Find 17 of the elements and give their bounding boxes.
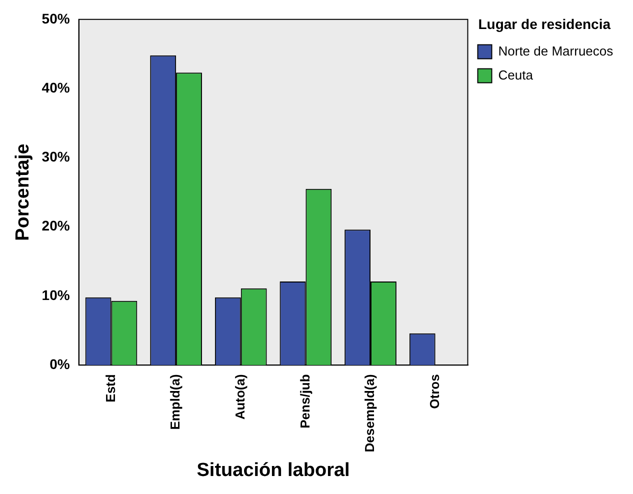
x-tick-label: Desempld(a) bbox=[362, 374, 378, 452]
x-tick-label: Pens/jub bbox=[297, 374, 312, 428]
y-tick-label: 20% bbox=[42, 218, 70, 234]
y-tick-label: 10% bbox=[42, 286, 70, 303]
x-tick-label: Estd bbox=[102, 374, 118, 402]
x-tick-label: Otros bbox=[426, 374, 442, 409]
x-tick-label: Auto(a) bbox=[232, 374, 248, 420]
legend-label: Norte de Marruecos bbox=[498, 43, 614, 58]
y-axis-title: Porcentaje bbox=[12, 144, 34, 241]
y-tick-label: 30% bbox=[42, 148, 70, 165]
x-tick-label: Empld(a) bbox=[168, 374, 183, 430]
y-tick-label: 40% bbox=[42, 79, 70, 96]
legend-label: Ceuta bbox=[498, 67, 534, 82]
y-tick-label: 0% bbox=[50, 356, 70, 372]
y-tick-label: 50% bbox=[42, 10, 70, 26]
x-axis-title: Situación laboral bbox=[196, 460, 350, 481]
legend-title: Lugar de residencia bbox=[478, 16, 611, 32]
